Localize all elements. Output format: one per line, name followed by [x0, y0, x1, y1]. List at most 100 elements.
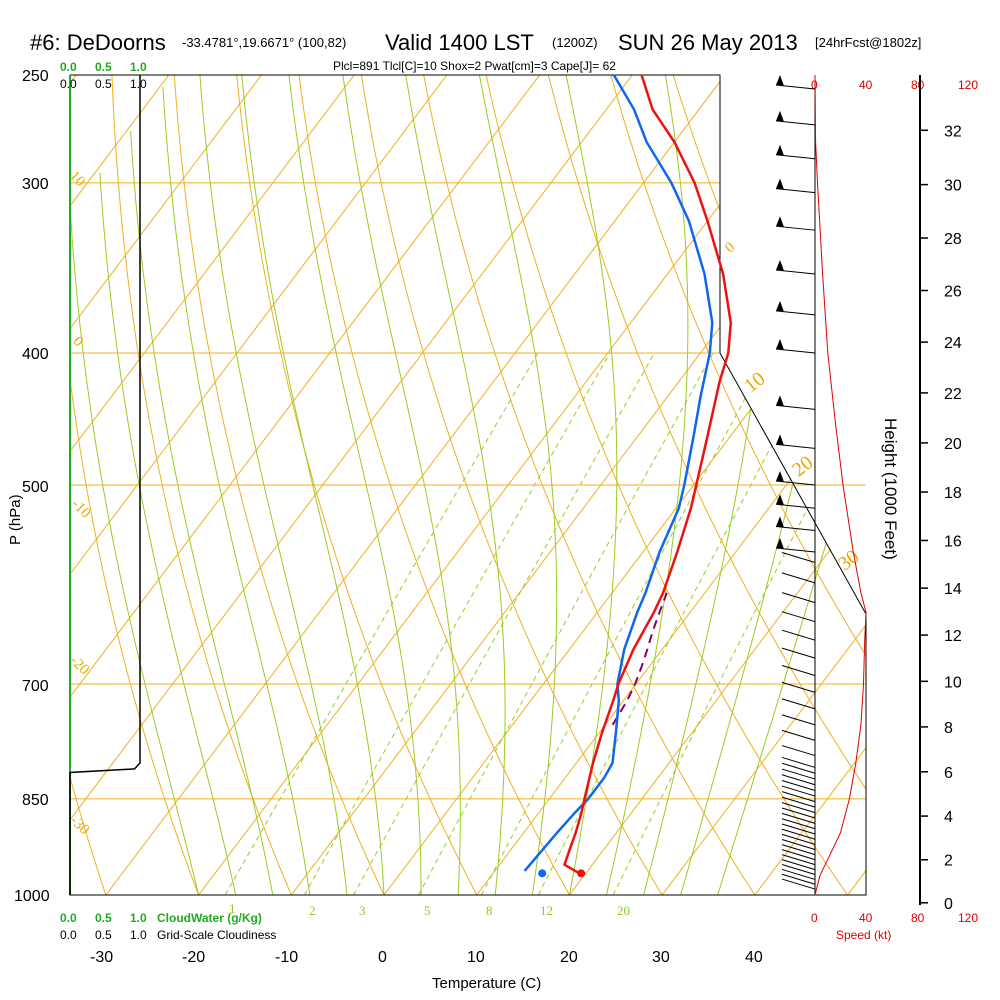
wind-barb-flag — [776, 216, 784, 228]
wind-barb — [781, 868, 816, 880]
wind-barb — [781, 572, 816, 584]
isotherm-label-0: 0 — [722, 239, 738, 256]
moist-adiabat-line — [162, 86, 311, 895]
wind-barb-flag — [776, 516, 784, 528]
cloudiness-profile-line — [69, 75, 141, 895]
wind-barb-flag — [776, 395, 784, 407]
cloudiness-tick-top-0: 0.0 — [60, 77, 77, 91]
cloudwater-tick-top-05: 0.5 — [95, 60, 112, 74]
speed-axis-label: Speed (kt) — [836, 928, 891, 942]
cloudwater-label: CloudWater (g/Kg) — [157, 911, 262, 925]
wind-barb-flag — [776, 434, 784, 446]
mixing-ratio-label-3: 3 — [359, 903, 366, 918]
moist-adiabat-lines — [70, 75, 866, 895]
speed-tick-top-40: 40 — [859, 78, 873, 92]
pressure-axis: 250 300 400 500 700 850 1000 P (hPa) — [7, 68, 50, 905]
cloudwater-tick-bot-0: 0.0 — [60, 911, 77, 925]
temperature-axis: -30 -20 -10 0 10 20 30 40 Temperature (C… — [90, 949, 763, 992]
temperature-trace — [562, 74, 733, 875]
wind-barb — [781, 729, 816, 741]
cloudwater-tick-top-0: 0.0 — [60, 60, 77, 74]
parcel-trace — [611, 592, 668, 726]
isotherm-line — [754, 75, 866, 895]
dry-adiabat-line — [485, 75, 848, 895]
pressure-tick-500: 500 — [22, 479, 49, 496]
wind-barb-flag — [776, 75, 784, 87]
pressure-tick-400: 400 — [22, 346, 49, 363]
stability-indices: Plcl=891 Tlcl[C]=10 Shox=2 Pwat[cm]=3 Ca… — [333, 59, 616, 73]
speed-tick-top-0: 0 — [811, 78, 818, 92]
temp-tick-0: 0 — [378, 949, 387, 966]
mixing-ratio-line — [224, 352, 539, 895]
height-tick-label: 10 — [944, 674, 962, 691]
wind-barb — [781, 774, 816, 786]
pressure-tick-700: 700 — [22, 678, 49, 695]
moist-adiabat-line — [405, 75, 506, 895]
wind-barb — [781, 844, 816, 856]
wind-barb — [781, 833, 816, 845]
wind-barb — [781, 854, 816, 866]
temp-tick-40: 40 — [745, 949, 763, 966]
pressure-tick-250: 250 — [22, 68, 49, 85]
temp-tick-20: 20 — [560, 949, 578, 966]
mixing-ratio-label-8: 8 — [486, 903, 493, 918]
isotherm-label-10: 10 — [740, 368, 769, 398]
moist-adiabat-line — [606, 75, 689, 895]
wind-barb — [781, 828, 816, 840]
wind-barbs — [775, 75, 816, 890]
mixing-ratio-label-5: 5 — [424, 903, 431, 918]
moist-adiabat-line — [241, 75, 385, 895]
dry-adiabat-line — [610, 75, 866, 895]
wind-barb — [781, 849, 816, 861]
wind-barb — [781, 779, 816, 791]
wind-barb-flag — [776, 471, 784, 482]
temp-tick-30: 30 — [652, 949, 670, 966]
isotherm-line — [70, 75, 262, 895]
surface-dewpoint-marker — [538, 869, 547, 878]
wind-barb — [781, 611, 816, 623]
wind-barb — [781, 681, 816, 693]
moist-adiabat-line — [199, 75, 348, 895]
wind-barb-flag — [776, 300, 784, 312]
moist-adiabat-line — [717, 75, 866, 895]
pressure-tick-850: 850 — [22, 792, 49, 809]
dry-adiabat-label-m10: -10 — [68, 496, 93, 521]
height-tick-label: 4 — [944, 809, 953, 826]
pressure-tick-300: 300 — [22, 176, 49, 193]
wind-barb — [781, 552, 816, 563]
pressure-tick-1000: 1000 — [14, 888, 50, 905]
wind-barb — [781, 796, 816, 808]
height-tick-label: 6 — [944, 765, 953, 782]
dry-adiabat-line — [0, 75, 13, 895]
height-tick-label: 8 — [944, 720, 953, 737]
moist-adiabat-line — [99, 172, 237, 895]
surface-temperature-marker — [577, 869, 586, 878]
cloudiness-tick-top-1: 1.0 — [130, 77, 147, 91]
dry-adiabat-line — [360, 75, 663, 895]
cloudiness-tick-top-05: 0.5 — [95, 77, 112, 91]
station-name: #6: DeDoorns — [30, 30, 166, 55]
isotherm-label-30: 30 — [834, 546, 863, 576]
mixing-ratio-line — [418, 352, 714, 895]
isotherm-label-20: 20 — [788, 452, 817, 482]
height-tick-label: 16 — [944, 533, 962, 550]
utc-time: (1200Z) — [552, 35, 598, 50]
dewpoint-trace — [523, 74, 714, 872]
temp-tick-m30: -30 — [90, 949, 113, 966]
pressure-axis-label: P (hPa) — [7, 494, 24, 545]
cloudiness-label: Grid-Scale Cloudiness — [157, 928, 276, 942]
mixing-ratio-label-12: 12 — [540, 903, 553, 918]
wind-barb-flag — [776, 178, 784, 190]
mixing-ratio-line — [480, 352, 771, 895]
moist-adiabat-line — [288, 75, 422, 895]
wind-speed-profile-line — [814, 74, 867, 896]
wind-barb — [781, 745, 816, 757]
mixing-ratio-label-20: 20 — [617, 903, 630, 918]
wind-barb-flag — [776, 144, 784, 156]
chart-title: #6: DeDoorns -33.4781°,19.6671° (100,82)… — [30, 30, 921, 55]
isotherm-line — [70, 75, 355, 895]
wind-barb — [781, 864, 816, 876]
wind-barb — [781, 839, 816, 851]
dry-adiabat-line — [985, 75, 1000, 895]
mixing-ratio-label-2: 2 — [309, 903, 316, 918]
